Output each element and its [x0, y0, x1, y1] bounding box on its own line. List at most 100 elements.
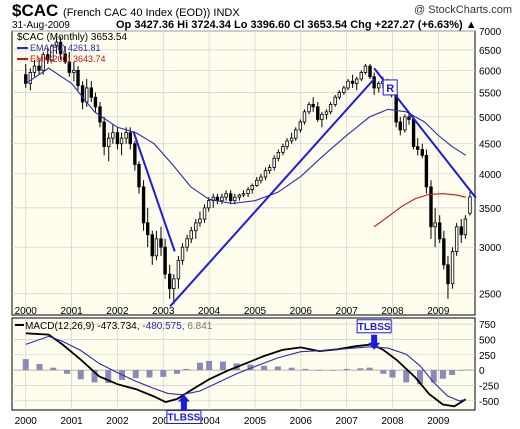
candle-body	[54, 41, 59, 47]
macd-histogram-bar	[302, 368, 309, 371]
arrow-down-icon	[368, 334, 381, 350]
candle-body	[72, 69, 76, 73]
candle-body	[237, 194, 242, 198]
macd-histogram-bar	[183, 368, 190, 371]
macd-histogram-bar	[219, 361, 226, 371]
legend-ema200: EMA(200) 3643.74	[30, 54, 106, 64]
candle-body	[41, 54, 45, 71]
candle-body	[89, 87, 94, 98]
macd-histogram-bar	[288, 367, 295, 371]
candle-body	[446, 264, 450, 285]
price-x-tick-label: 2004	[198, 306, 221, 317]
macd-histogram-bar	[465, 369, 472, 371]
price-y-tick-label: 3000	[479, 243, 502, 254]
price-x-tick-label: 2009	[427, 306, 450, 317]
candle-body	[102, 121, 106, 147]
price-x-tick-label: 2001	[60, 306, 83, 317]
candle-body	[220, 196, 224, 202]
candle-body	[298, 121, 303, 131]
macd-histogram-bar	[146, 370, 153, 378]
candle-body	[263, 170, 268, 178]
candle-body	[206, 200, 211, 209]
candle-body	[172, 278, 176, 290]
svg-text:MACD(12,26,9) -473.734, -480.5: MACD(12,26,9) -473.734, -480.575, 6.841	[25, 321, 213, 332]
ema50-line	[25, 67, 467, 205]
macd-histogram-bar	[439, 370, 446, 379]
candle-body	[294, 129, 298, 139]
macd-histogram-bar	[22, 359, 29, 371]
tlbss-label: TLBSS	[358, 322, 391, 333]
candle-body	[111, 132, 115, 139]
price-y-tick-label: 5000	[479, 113, 502, 124]
candle-body	[311, 104, 315, 108]
candle-body	[233, 196, 237, 202]
candle-body	[324, 111, 329, 115]
macd-histogram-bar	[160, 370, 167, 377]
candle-body	[355, 78, 359, 84]
candle-body	[128, 132, 132, 145]
macd-x-tick-label: 2009	[427, 416, 450, 427]
candle-body	[442, 238, 446, 266]
candle-body	[115, 132, 120, 145]
macd-histogram-bar	[206, 360, 213, 371]
candle-body	[359, 72, 364, 80]
ema200-line	[373, 193, 466, 228]
macd-y-tick-label: 250	[479, 351, 496, 362]
resistance-label: R	[386, 83, 394, 95]
macd-histogram-bar	[366, 367, 373, 371]
candle-body	[141, 186, 146, 224]
macd-histogram-bar	[105, 370, 112, 384]
price-legend: $CAC (Monthly) 3653.54 EMA(50) 4261.81 E…	[17, 32, 127, 64]
macd-histogram-bar	[196, 362, 203, 371]
price-x-tick-label: 2000	[15, 306, 38, 317]
price-y-tick-label: 2500	[479, 290, 502, 301]
candle-body	[420, 149, 424, 156]
price-x-tick-label: 2006	[290, 306, 313, 317]
resistance-label-box	[382, 79, 398, 96]
macd-histogram-bar	[316, 370, 323, 371]
candle-body	[250, 185, 254, 190]
macd-line	[25, 332, 467, 408]
candle-body	[185, 238, 189, 248]
candle-body	[194, 222, 198, 232]
trendline	[132, 131, 176, 252]
macd-title-label: MACD(12,26,9)	[25, 321, 94, 332]
candle-body	[368, 65, 372, 78]
price-panel	[11, 30, 476, 316]
candle-body	[433, 222, 437, 228]
macd-histogram-bar	[357, 368, 364, 371]
macd-histogram-bar	[64, 370, 71, 374]
candle-body	[224, 193, 228, 198]
price-y-tick-label: 4000	[479, 170, 502, 181]
candle-body	[454, 226, 459, 252]
candle-body	[267, 167, 272, 172]
candle-body	[459, 226, 463, 236]
macd-histogram-bar	[77, 370, 84, 380]
macd-histogram-bar	[247, 364, 254, 371]
candle-body	[328, 104, 333, 113]
candle-body	[145, 222, 150, 236]
macd-histogram-bar	[50, 367, 57, 371]
candle-body	[58, 41, 63, 55]
candle-body	[76, 69, 80, 87]
candle-body	[154, 238, 159, 257]
price-x-tick-label: 2007	[336, 306, 359, 317]
macd-title-hist-value: 6.841	[187, 321, 212, 332]
macd-histogram-bar	[174, 370, 181, 374]
macd-x-tick-label: 2005	[244, 416, 267, 427]
macd-x-tick-label: 2004	[198, 416, 221, 427]
candle-body	[415, 146, 420, 150]
arrow-up-icon	[177, 394, 190, 411]
candle-body	[398, 121, 402, 131]
candle-body	[167, 273, 172, 290]
price-x-tick-label: 2005	[244, 306, 267, 317]
candle-body	[403, 116, 407, 131]
chart-symbol: $CAC (French CAC 40 Index (EOD)) INDX	[12, 1, 240, 20]
candle-body	[429, 186, 433, 228]
candle-body	[281, 146, 285, 153]
macd-x-tick-label: 2001	[60, 416, 83, 427]
macd-title-signal-value: -480.575,	[142, 321, 184, 332]
candle-body	[333, 96, 337, 105]
legend-price: $CAC (Monthly) 3653.54	[17, 32, 127, 43]
